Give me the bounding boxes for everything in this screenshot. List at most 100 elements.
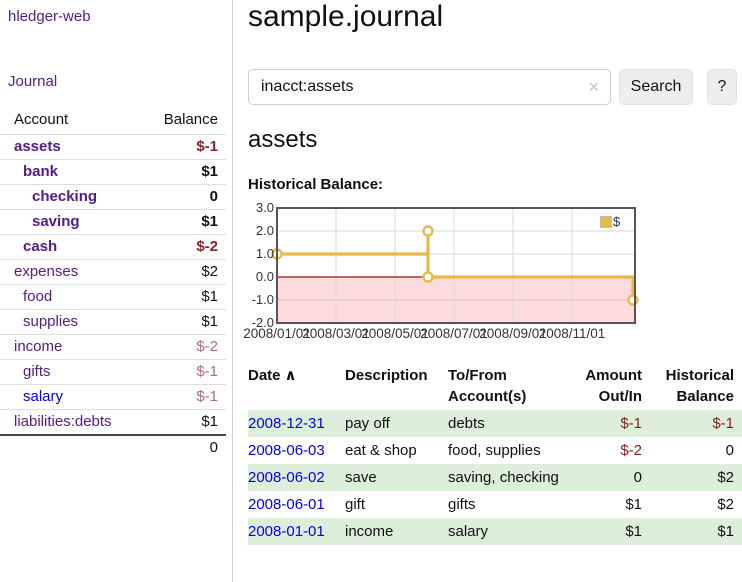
account-row-expenses: expenses $2 [0, 259, 226, 284]
transaction-row: 2008-12-31 pay off debts $-1 $-1 [248, 410, 742, 437]
account-row-food: food $1 [0, 284, 226, 309]
header-balance: Historical Balance [665, 367, 734, 405]
transaction-date-link[interactable]: 2008-06-01 [248, 496, 325, 513]
historical-balance-chart: 3.0 2.0 1.0 0.0 -1.0 -2.0 2008/01/01 200… [243, 200, 742, 348]
transaction-description: save [345, 469, 377, 486]
x-tick: 2008/11/01 [538, 326, 606, 341]
search-button[interactable]: Search [619, 69, 693, 105]
transaction-balance: 0 [725, 442, 734, 459]
account-balance: $-2 [196, 338, 218, 355]
x-tick: 2008/03/01 [302, 326, 370, 341]
balance-line [277, 229, 635, 300]
account-link-income[interactable]: income [14, 338, 63, 355]
chart-title: Historical Balance: [248, 176, 384, 193]
account-row-assets: assets $-1 [0, 134, 226, 159]
transaction-accounts: saving, checking [448, 469, 559, 486]
accounts-total-row: 0 [0, 434, 226, 460]
transaction-amount: 0 [633, 469, 642, 486]
header-date-label: Date [248, 367, 281, 384]
account-link-salary[interactable]: salary [23, 388, 64, 405]
account-link-saving[interactable]: saving [32, 213, 80, 230]
sidebar-item-journal[interactable]: Journal [8, 73, 58, 90]
header-date[interactable]: Date ∧ [248, 362, 345, 410]
accounts-table-header: Account Balance [0, 107, 226, 134]
account-balance: $2 [201, 263, 218, 280]
account-row-salary: salary $-1 [0, 384, 226, 409]
accounts-total-value: 0 [209, 439, 218, 456]
account-link-expenses[interactable]: expenses [14, 263, 79, 280]
plot-border [276, 207, 636, 324]
legend-label: $ [613, 214, 621, 229]
transaction-description: eat & shop [345, 442, 417, 459]
chart-legend: $ [600, 214, 620, 229]
main-content: sample.journal ✕ Search ? assets Histori… [243, 0, 742, 582]
transactions-header-row: Date ∧ Description To/From Account(s) Amo… [248, 362, 742, 410]
legend-swatch [600, 215, 612, 228]
transaction-amount: $-1 [620, 415, 642, 432]
clear-search-icon[interactable]: ✕ [588, 79, 600, 95]
y-tick: 0.0 [255, 269, 274, 284]
accounts-table: Account Balance assets $-1 bank $1 check… [0, 107, 226, 460]
account-balance: $-1 [196, 363, 218, 380]
account-link-checking[interactable]: checking [32, 188, 98, 205]
account-link-food[interactable]: food [23, 288, 53, 305]
transactions-table: Date ∧ Description To/From Account(s) Amo… [248, 362, 742, 545]
transaction-amount: $1 [625, 523, 642, 540]
x-tick: 2008/01/01 [243, 326, 311, 341]
transaction-accounts: salary [448, 523, 489, 540]
sort-ascending-icon: ∧ [284, 367, 297, 384]
x-tick: 2008/07/01 [420, 326, 488, 341]
sidebar: hledger-web Journal Account Balance asse… [0, 0, 233, 582]
account-balance: $1 [201, 413, 218, 430]
account-balance: $1 [201, 213, 218, 230]
account-link-supplies[interactable]: supplies [23, 313, 79, 330]
account-balance: $-2 [196, 238, 218, 255]
transaction-date-link[interactable]: 2008-01-01 [248, 523, 325, 540]
account-link-liabilities-debts[interactable]: liabilities:debts [14, 413, 112, 430]
account-link-bank[interactable]: bank [23, 163, 59, 180]
transaction-amount: $-2 [620, 442, 642, 459]
y-tick: 3.0 [255, 200, 274, 215]
account-balance: $-1 [196, 388, 218, 405]
y-tick: 2.0 [255, 223, 274, 238]
account-row-gifts: gifts $-1 [0, 359, 226, 384]
account-link-cash[interactable]: cash [23, 238, 58, 255]
account-row-income: income $-2 [0, 334, 226, 359]
data-point[interactable] [627, 294, 639, 306]
app-title-link[interactable]: hledger-web [8, 8, 91, 25]
account-row-cash: cash $-2 [0, 234, 226, 259]
data-point[interactable] [422, 225, 434, 237]
transaction-row: 2008-06-01 gift gifts $1 $2 [248, 491, 742, 518]
account-link-assets[interactable]: assets [14, 138, 61, 155]
transaction-date-link[interactable]: 2008-06-03 [248, 442, 325, 459]
account-balance: $1 [201, 163, 218, 180]
help-button[interactable]: ? [707, 69, 737, 105]
search-form: ✕ Search ? [248, 69, 742, 105]
header-accounts: To/From Account(s) [448, 367, 527, 405]
account-row-bank: bank $1 [0, 159, 226, 184]
transaction-accounts: food, supplies [448, 442, 541, 459]
transaction-accounts: gifts [448, 496, 476, 513]
account-link-gifts[interactable]: gifts [23, 363, 51, 380]
transaction-date-link[interactable]: 2008-06-02 [248, 469, 325, 486]
header-amount: Amount Out/In [585, 367, 642, 405]
chart-canvas [271, 207, 639, 324]
account-balance: $1 [201, 313, 218, 330]
account-row-liabilities-debts: liabilities:debts $1 [0, 409, 226, 434]
data-point[interactable] [422, 271, 434, 283]
account-balance: 0 [209, 188, 218, 205]
transaction-amount: $1 [625, 496, 642, 513]
transaction-row: 2008-06-02 save saving, checking 0 $2 [248, 464, 742, 491]
x-tick: 2008/05/01 [361, 326, 429, 341]
account-row-saving: saving $1 [0, 209, 226, 234]
transaction-balance: $1 [717, 523, 734, 540]
transaction-row: 2008-06-03 eat & shop food, supplies $-2… [248, 437, 742, 464]
transaction-date-link[interactable]: 2008-12-31 [248, 415, 325, 432]
transaction-balance: $2 [717, 469, 734, 486]
account-balance: $-1 [196, 138, 218, 155]
page-title: sample.journal [248, 0, 444, 33]
search-input[interactable] [248, 69, 611, 105]
accounts-header-balance: Balance [163, 111, 218, 128]
x-tick: 2008/09/01 [479, 326, 547, 341]
